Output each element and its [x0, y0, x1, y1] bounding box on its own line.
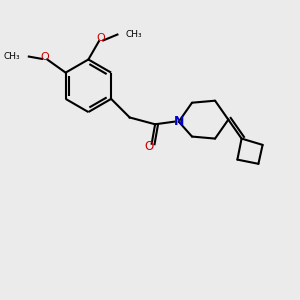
Text: O: O	[96, 33, 105, 43]
Text: CH₃: CH₃	[3, 52, 20, 61]
Text: O: O	[40, 52, 49, 61]
Text: O: O	[144, 140, 153, 153]
Text: N: N	[174, 115, 184, 128]
Text: CH₃: CH₃	[126, 30, 142, 39]
